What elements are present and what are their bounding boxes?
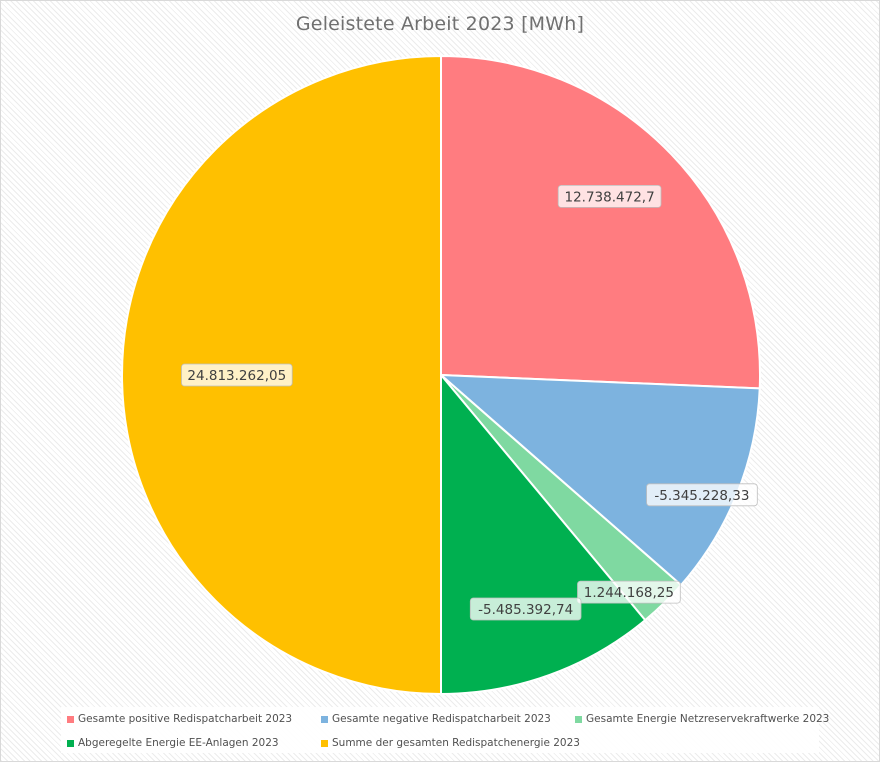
data-label: -5.485.392,74 [469, 597, 582, 621]
legend-swatch [67, 739, 74, 747]
data-label: 1.244.168,25 [577, 580, 681, 604]
chart-legend: Gesamte positive Redispatcharbeit 2023 Ge… [61, 707, 829, 753]
data-label-text: 24.813.262,05 [187, 368, 286, 384]
data-label: 12.738.472,7 [557, 184, 662, 208]
legend-swatch [321, 739, 328, 747]
legend-label: Gesamte positive Redispatcharbeit 2023 [78, 713, 293, 725]
legend-item: Abgeregelte Energie EE-Anlagen 2023 [67, 737, 279, 749]
legend-label: Abgeregelte Energie EE-Anlagen 2023 [78, 737, 279, 749]
data-label-text: -5.485.392,74 [478, 602, 573, 618]
legend-item: Summe der gesamten Redispatchenergie 202… [321, 737, 580, 749]
data-label-text: -5.345.228,33 [654, 488, 749, 504]
legend-swatch [575, 715, 582, 723]
chart-title: Geleistete Arbeit 2023 [MWh] [295, 13, 585, 35]
legend-label: Gesamte negative Redispatcharbeit 2023 [332, 713, 551, 725]
legend-item: Gesamte Energie Netzreservekraftwerke 20… [575, 713, 829, 725]
data-label: 24.813.262,05 [181, 363, 293, 387]
legend-label: Summe der gesamten Redispatchenergie 202… [332, 737, 580, 749]
pie-chart: 12.738.472,7 -5.345.228,33 1.244.168,25 -5.… [121, 54, 761, 696]
data-label: -5.345.228,33 [646, 483, 758, 507]
legend-item: Gesamte negative Redispatcharbeit 2023 [321, 713, 551, 725]
pie-slice [440, 54, 761, 390]
data-label-text: 12.738.472,7 [565, 189, 655, 205]
legend-label: Gesamte Energie Netzreservekraftwerke 20… [586, 713, 830, 725]
legend-item: Gesamte positive Redispatcharbeit 2023 [67, 713, 292, 725]
legend-swatch [67, 715, 74, 723]
data-label-text: 1.244.168,25 [584, 585, 674, 601]
legend-swatch [321, 715, 328, 723]
